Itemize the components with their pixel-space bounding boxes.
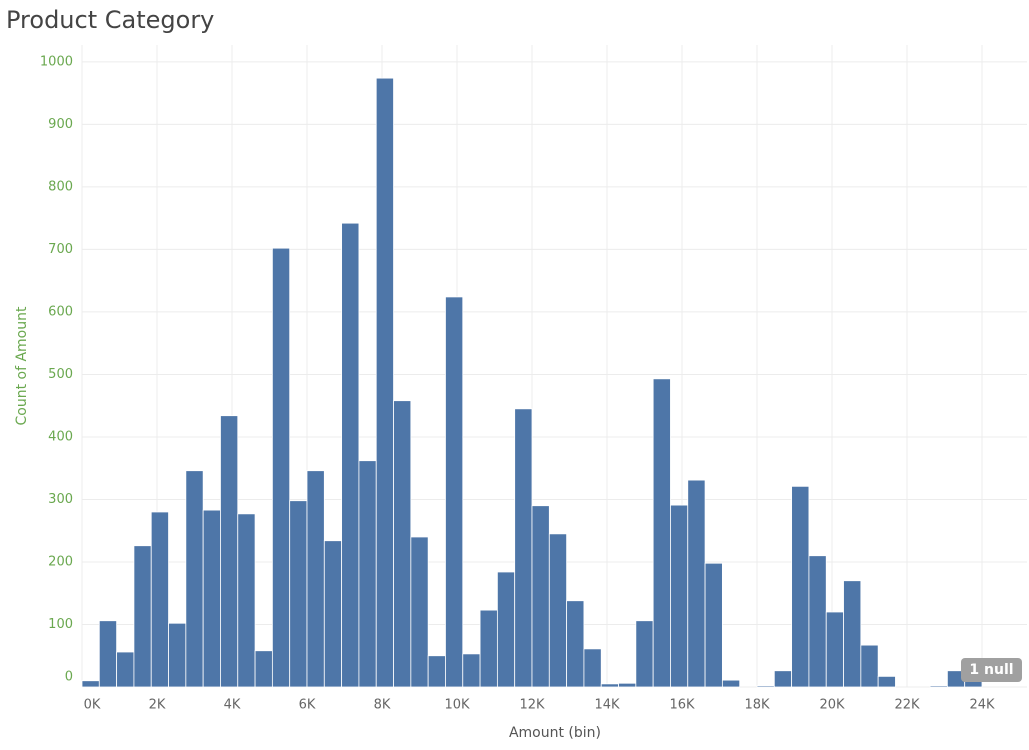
bar (375, 77, 394, 688)
x-tick-label: 10K (444, 698, 470, 713)
bar (133, 545, 152, 688)
bar (81, 680, 100, 688)
bar (393, 400, 412, 688)
bar (843, 580, 862, 688)
bar (652, 378, 671, 688)
bar (514, 408, 533, 688)
bar (116, 651, 135, 688)
x-tick-label: 24K (969, 698, 995, 713)
y-tick-label: 900 (48, 117, 73, 132)
x-axis-label: Amount (bin) (509, 725, 601, 741)
bar (289, 500, 308, 688)
null-badge[interactable] (961, 658, 1022, 682)
bar (237, 513, 256, 688)
chart-title: Product Category (6, 6, 214, 34)
bar (462, 653, 481, 688)
bar (341, 222, 360, 688)
bar (254, 650, 273, 688)
y-tick-label: 1000 (40, 54, 73, 69)
bar (808, 555, 827, 688)
bar (185, 470, 204, 688)
bar (168, 622, 187, 688)
y-axis-label: Count of Amount (14, 306, 30, 425)
x-tick-label: 0K (84, 698, 101, 713)
x-tick-label: 16K (669, 698, 695, 713)
bar (825, 611, 844, 688)
y-tick-label: 0 (65, 670, 73, 685)
bar (202, 509, 221, 688)
bar (220, 415, 239, 688)
y-tick-label: 100 (48, 617, 73, 632)
bar (271, 247, 291, 688)
y-tick-label: 300 (48, 492, 73, 507)
x-tick-label: 18K (744, 698, 770, 713)
bar (860, 644, 879, 688)
x-tick-label: 8K (374, 698, 391, 713)
bar (427, 655, 446, 688)
bar (150, 511, 169, 688)
bar (566, 600, 585, 688)
y-tick-label: 800 (48, 179, 73, 194)
bar (670, 504, 689, 688)
y-tick-label: 200 (48, 554, 73, 569)
bar (358, 460, 377, 688)
bar (721, 679, 741, 688)
x-tick-label: 14K (594, 698, 620, 713)
bar (929, 685, 948, 688)
null-indicator[interactable]: 1 null (969, 662, 1013, 678)
x-tick-label: 12K (519, 698, 545, 713)
bar (600, 683, 619, 688)
bar (306, 470, 325, 688)
bar (445, 296, 464, 688)
bar (773, 670, 793, 688)
bar (410, 536, 429, 688)
bar (323, 540, 343, 688)
bar (496, 571, 516, 688)
bar (98, 620, 118, 688)
x-tick-label: 22K (894, 698, 920, 713)
bar (548, 533, 568, 688)
x-tick-label: 4K (224, 698, 241, 713)
x-tick-label: 20K (819, 698, 845, 713)
bar (583, 648, 602, 688)
y-tick-label: 700 (48, 242, 73, 257)
bar (635, 620, 654, 688)
y-tick-label: 600 (48, 304, 73, 319)
bar (618, 682, 637, 688)
bar (877, 675, 896, 688)
bar (704, 562, 723, 688)
x-tick-label: 6K (299, 698, 316, 713)
y-tick-label: 400 (48, 429, 73, 444)
bar (531, 505, 550, 688)
x-tick-label: 2K (149, 698, 166, 713)
bar (791, 485, 810, 688)
bar (687, 479, 706, 688)
y-tick-label: 500 (48, 367, 73, 382)
bar (756, 685, 775, 688)
bar (479, 609, 498, 688)
